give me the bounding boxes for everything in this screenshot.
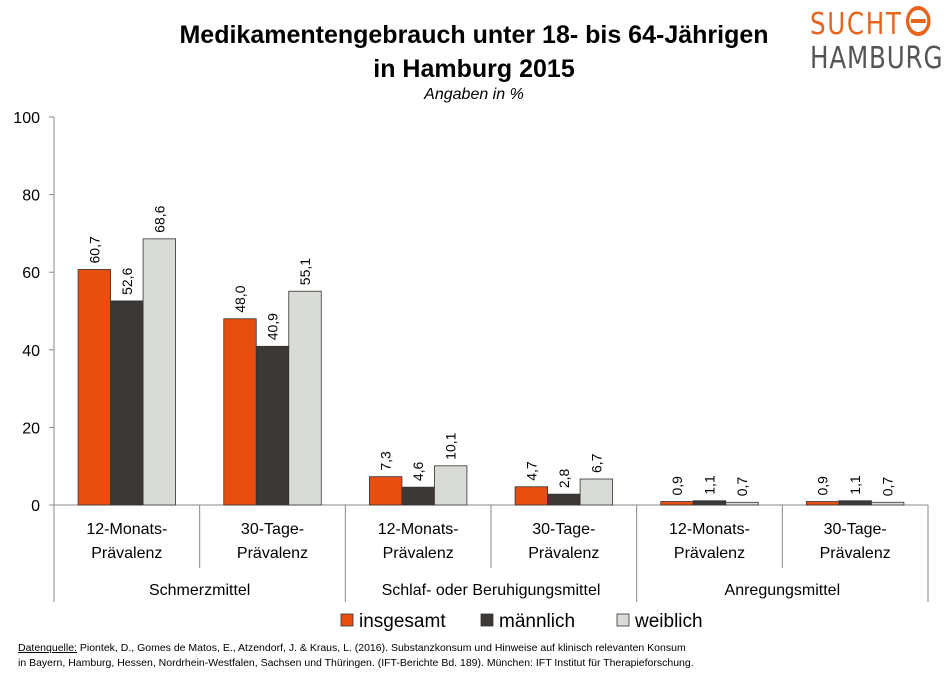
y-tick-label: 40 (22, 343, 40, 360)
data-label: 0,7 (880, 477, 896, 497)
data-label: 0,9 (815, 476, 831, 496)
category-label: Prävalenz (820, 545, 891, 562)
data-label: 68,6 (151, 205, 167, 232)
legend-swatch (480, 613, 494, 627)
bar-weiblich (288, 290, 322, 506)
bar-weiblich (579, 478, 613, 506)
legend-label: männlich (499, 611, 575, 632)
data-label: 48,0 (232, 285, 248, 312)
category-label: Prävalenz (237, 545, 308, 562)
y-tick-label: 100 (13, 110, 40, 127)
data-label: 1,1 (847, 475, 863, 495)
logo-ring-icon (905, 6, 931, 36)
legend-label: weiblich (634, 611, 703, 632)
category-label: Prävalenz (528, 545, 599, 562)
logo-line1: SUCHT (810, 7, 903, 42)
bar-insgesamt (223, 318, 257, 506)
source-line2: in Bayern, Hamburg, Hessen, Nordrhein-We… (18, 657, 694, 669)
category-label: 30-Tage- (241, 521, 304, 538)
bar-mnnlich (547, 493, 581, 506)
y-tick-label: 20 (22, 420, 40, 437)
category-label: Prävalenz (91, 545, 162, 562)
data-label: 7,3 (378, 451, 394, 471)
chart-subtitle: Angaben in % (424, 86, 524, 103)
category-label: 30-Tage- (532, 521, 595, 538)
category-label: 30-Tage- (824, 521, 887, 538)
group-label: Schmerzmittel (149, 582, 250, 599)
chart-title-line1: Medikamentengebrauch unter 18- bis 64-Jä… (179, 21, 769, 49)
data-label: 0,9 (669, 476, 685, 496)
group-label: Anregungsmittel (725, 582, 841, 599)
bar-insgesamt (660, 501, 694, 506)
source-label: Datenquelle: (18, 642, 77, 654)
category-label: Prävalenz (383, 545, 454, 562)
data-label: 40,9 (265, 313, 281, 340)
category-label: 12-Monats- (669, 521, 750, 538)
bar-mnnlich (838, 500, 872, 506)
y-tick-label: 60 (22, 265, 40, 282)
group-label: Schlaf- oder Beruhigungsmittel (382, 582, 601, 599)
category-label: 12-Monats- (378, 521, 459, 538)
y-tick-label: 80 (22, 188, 40, 205)
bar-insgesamt (77, 269, 111, 506)
bar-mnnlich (401, 486, 435, 506)
data-label: 55,1 (297, 258, 313, 285)
data-label: 60,7 (86, 236, 102, 263)
category-label: Prävalenz (674, 545, 745, 562)
bar-weiblich (142, 238, 176, 506)
bar-weiblich (725, 501, 759, 506)
bar-insgesamt (514, 486, 548, 506)
data-label: 4,7 (523, 461, 539, 481)
bar-weiblich (871, 501, 905, 506)
sucht-hamburg-logo: SUCHT HAMBURG (810, 6, 943, 76)
data-label: 6,7 (588, 453, 604, 473)
y-tick-label: 0 (31, 498, 40, 515)
bar-insgesamt (806, 501, 840, 506)
data-label: 2,8 (556, 468, 572, 488)
source-note: Datenquelle: Piontek, D., Gomes de Matos… (18, 641, 694, 671)
data-label: 52,6 (119, 267, 135, 294)
data-label: 0,7 (734, 477, 750, 497)
bar-mnnlich (110, 300, 144, 506)
data-label: 1,1 (702, 475, 718, 495)
source-line1: Piontek, D., Gomes de Matos, E., Atzendo… (76, 642, 686, 654)
bar-weiblich (434, 465, 468, 506)
bar-insgesamt (369, 476, 403, 506)
legend-label: insgesamt (359, 611, 446, 632)
bar-mnnlich (255, 345, 290, 506)
data-label: 4,6 (410, 461, 426, 481)
bar-mnnlich (692, 500, 727, 506)
chart-title-line2: in Hamburg 2015 (373, 55, 575, 83)
legend-swatch (616, 613, 630, 627)
category-label: 12-Monats- (86, 521, 167, 538)
legend-swatch (340, 613, 354, 627)
data-label: 10,1 (443, 432, 459, 459)
